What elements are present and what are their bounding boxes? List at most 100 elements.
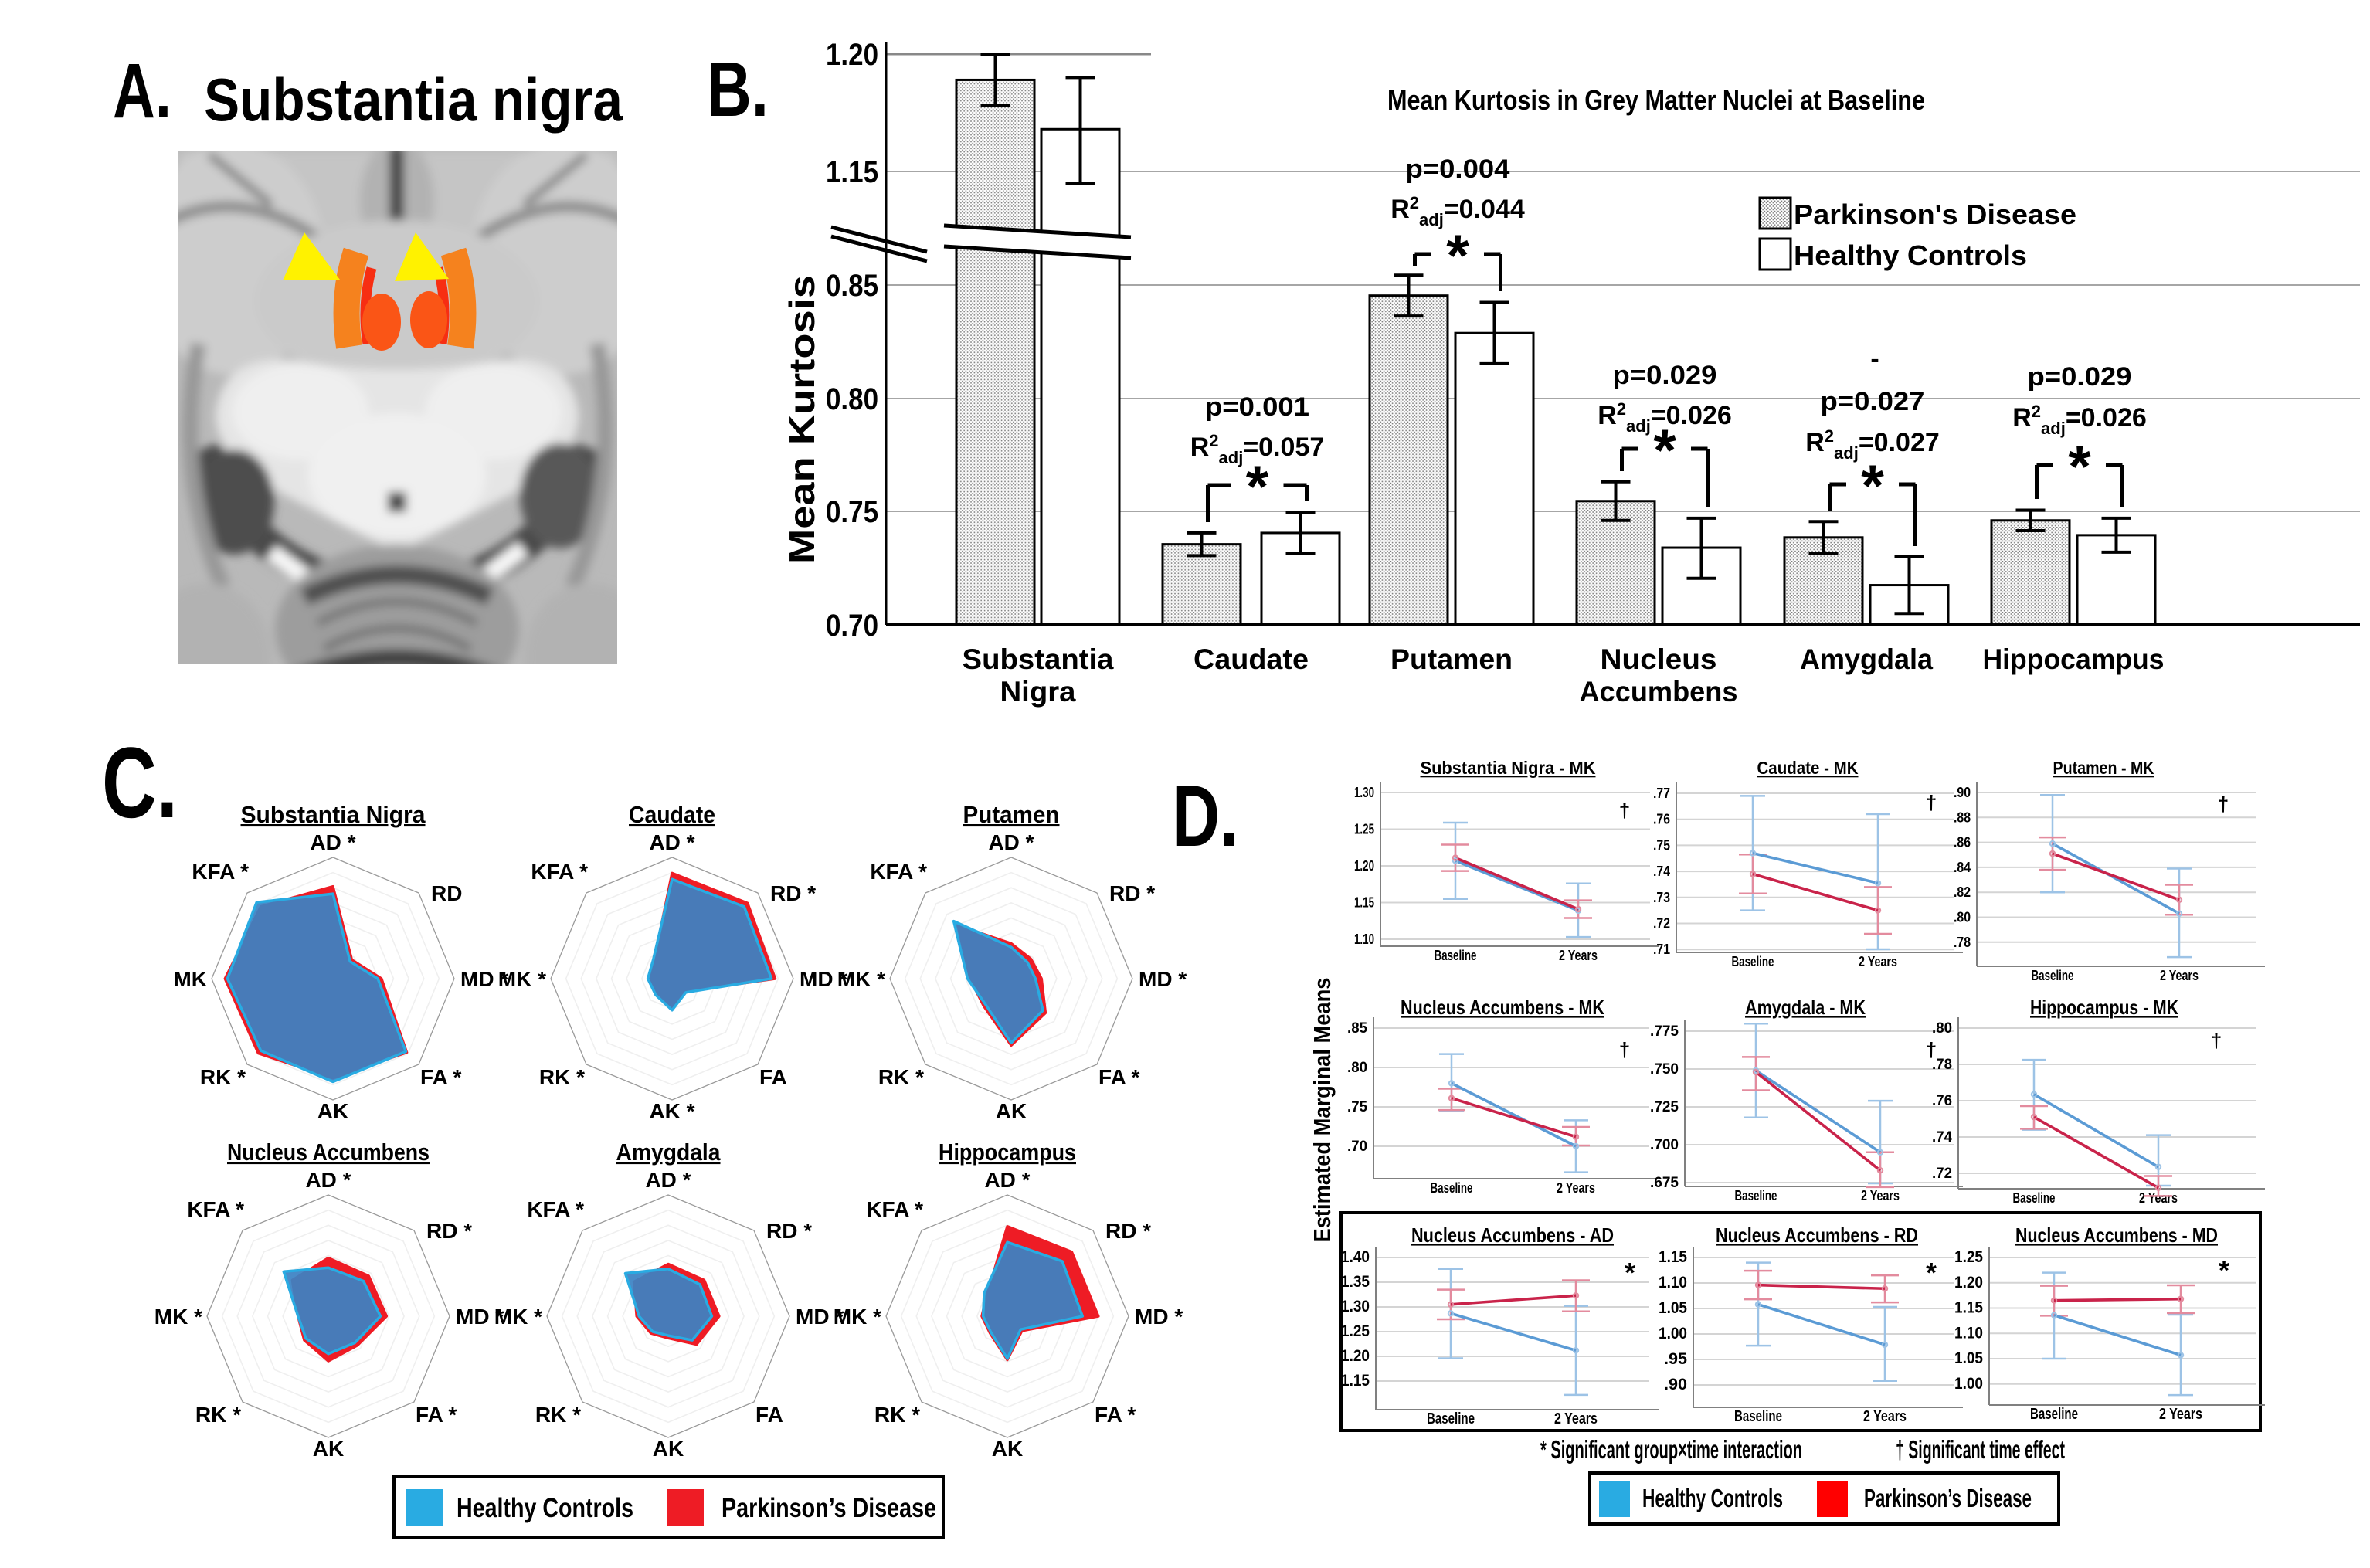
svg-text:Baseline: Baseline <box>2030 1406 2078 1423</box>
svg-text:RD *: RD * <box>426 1219 472 1243</box>
svg-text:Caudate: Caudate <box>629 801 715 828</box>
svg-text:† Significant time effect: † Significant time effect <box>1896 1435 2065 1464</box>
svg-text:.90: .90 <box>1664 1376 1687 1393</box>
svg-text:.73: .73 <box>1653 890 1670 905</box>
svg-text:Substantia Nigra - MK: Substantia Nigra - MK <box>1421 758 1596 778</box>
svg-text:C.: C. <box>102 726 178 839</box>
svg-text:1.00: 1.00 <box>1954 1375 1983 1393</box>
svg-text:Substantia Nigra: Substantia Nigra <box>241 801 426 828</box>
svg-text:Mean Kurtosis in Grey Matter N: Mean Kurtosis in Grey Matter Nuclei at B… <box>1387 84 1925 116</box>
svg-text:Baseline: Baseline <box>1427 1410 1475 1427</box>
svg-text:AK *: AK * <box>649 1099 694 1123</box>
svg-text:R2adj=0.026: R2adj=0.026 <box>2012 402 2147 438</box>
svg-text:1.35: 1.35 <box>1341 1273 1370 1291</box>
svg-text:*: * <box>1653 418 1676 484</box>
svg-text:Substantia: Substantia <box>963 643 1114 675</box>
svg-text:*: * <box>1446 223 1469 289</box>
svg-text:MK *: MK * <box>498 967 546 991</box>
svg-text:FA *: FA * <box>1098 1065 1140 1089</box>
svg-text:Putamen: Putamen <box>1390 643 1513 675</box>
svg-text:.80: .80 <box>1347 1060 1367 1076</box>
svg-text:AK: AK <box>317 1099 348 1123</box>
svg-text:.72: .72 <box>1932 1166 1952 1182</box>
svg-text:AD *: AD * <box>988 830 1034 854</box>
svg-text:.86: .86 <box>1954 835 1971 850</box>
svg-text:1.30: 1.30 <box>1354 785 1374 800</box>
svg-text:1.30: 1.30 <box>1341 1298 1370 1315</box>
svg-text:RD *: RD * <box>1109 881 1155 905</box>
svg-text:MD *: MD * <box>796 1305 844 1329</box>
svg-text:RK *: RK * <box>539 1065 585 1089</box>
svg-text:AD *: AD * <box>649 830 694 854</box>
svg-text:Amygdala: Amygdala <box>1800 643 1933 675</box>
svg-text:RK *: RK * <box>535 1403 581 1427</box>
svg-text:B.: B. <box>707 46 769 133</box>
svg-text:1.15: 1.15 <box>1341 1372 1370 1390</box>
svg-text:2 Years: 2 Years <box>1557 1180 1595 1196</box>
svg-text:RK *: RK * <box>195 1403 241 1427</box>
svg-text:MD *: MD * <box>460 967 508 991</box>
svg-text:Baseline: Baseline <box>1732 954 1774 969</box>
svg-text:MK *: MK * <box>154 1305 202 1329</box>
svg-text:.74: .74 <box>1932 1129 1952 1145</box>
svg-text:FA: FA <box>755 1403 783 1427</box>
svg-text:RD *: RD * <box>766 1219 812 1243</box>
svg-text:Substantia nigra: Substantia nigra <box>204 66 623 134</box>
svg-text:.750: .750 <box>1650 1061 1679 1078</box>
svg-text:.90: .90 <box>1954 785 1971 800</box>
svg-text:AD *: AD * <box>984 1168 1030 1192</box>
svg-text:AD *: AD * <box>645 1168 691 1192</box>
svg-text:*: * <box>1861 453 1884 519</box>
svg-text:†: † <box>2211 1029 2222 1052</box>
svg-text:p=0.004: p=0.004 <box>1406 154 1510 184</box>
svg-text:Nucleus: Nucleus <box>1601 643 1717 675</box>
svg-text:FA *: FA * <box>420 1065 462 1089</box>
svg-text:.70: .70 <box>1347 1139 1367 1155</box>
svg-text:MD *: MD * <box>800 967 847 991</box>
svg-text:Hippocampus: Hippocampus <box>1983 643 2165 675</box>
svg-text:Nucleus Accumbens - MK: Nucleus Accumbens - MK <box>1401 996 1604 1019</box>
svg-text:MK *: MK * <box>834 1305 881 1329</box>
svg-text:Amygdala - MK: Amygdala - MK <box>1745 996 1866 1019</box>
svg-text:*: * <box>1246 454 1269 520</box>
svg-text:Healthy Controls: Healthy Controls <box>1794 239 2027 271</box>
svg-text:†: † <box>1926 1038 1937 1061</box>
svg-text:.76: .76 <box>1653 812 1670 827</box>
svg-text:FA *: FA * <box>1095 1403 1136 1427</box>
svg-text:1.05: 1.05 <box>1954 1349 1983 1367</box>
svg-text:Healthy Controls: Healthy Controls <box>457 1493 633 1523</box>
svg-text:Nucleus Accumbens - MD: Nucleus Accumbens - MD <box>2015 1224 2218 1247</box>
svg-text:.725: .725 <box>1650 1099 1679 1115</box>
svg-text:†: † <box>2218 792 2229 816</box>
svg-text:1.25: 1.25 <box>1954 1248 1983 1266</box>
svg-text:p=0.001: p=0.001 <box>1205 392 1309 422</box>
svg-text:1.25: 1.25 <box>1354 822 1374 837</box>
svg-text:Estimated Marginal Means: Estimated Marginal Means <box>1309 978 1336 1243</box>
svg-text:AK: AK <box>996 1099 1027 1123</box>
svg-text:Nucleus Accumbens - AD: Nucleus Accumbens - AD <box>1411 1224 1614 1247</box>
svg-text:1.05: 1.05 <box>1659 1299 1687 1317</box>
svg-text:Putamen: Putamen <box>963 801 1060 828</box>
svg-text:RD *: RD * <box>770 881 816 905</box>
svg-text:KFA *: KFA * <box>187 1197 244 1221</box>
svg-text:2 Years: 2 Years <box>2159 1406 2202 1423</box>
svg-text:Amygdala: Amygdala <box>616 1139 722 1166</box>
svg-text:2 Years: 2 Years <box>1554 1410 1598 1427</box>
svg-text:1.15: 1.15 <box>1354 895 1374 911</box>
svg-text:.88: .88 <box>1954 809 1971 825</box>
svg-text:MK *: MK * <box>837 967 885 991</box>
svg-text:1.20: 1.20 <box>1341 1347 1370 1365</box>
svg-text:.80: .80 <box>1954 910 1971 925</box>
svg-text:1.10: 1.10 <box>1954 1324 1983 1342</box>
svg-text:*: * <box>2068 434 2091 500</box>
svg-text:Baseline: Baseline <box>2032 968 2074 983</box>
svg-text:RK *: RK * <box>878 1065 924 1089</box>
svg-text:Nucleus Accumbens - RD: Nucleus Accumbens - RD <box>1716 1224 1918 1247</box>
svg-text:2 Years: 2 Years <box>1863 1408 1907 1425</box>
svg-text:Baseline: Baseline <box>1734 1408 1782 1425</box>
svg-text:0.70: 0.70 <box>826 609 878 643</box>
svg-text:AD *: AD * <box>305 1168 351 1192</box>
svg-text:.75: .75 <box>1653 837 1670 853</box>
svg-text:.74: .74 <box>1653 864 1670 879</box>
svg-text:.72: .72 <box>1653 916 1670 932</box>
